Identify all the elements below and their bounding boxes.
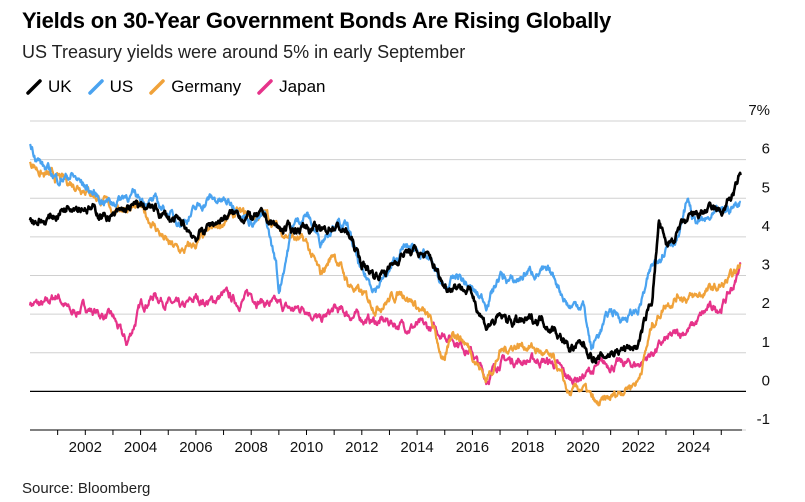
y-tick-label: 0 — [762, 372, 770, 389]
y-tick-label: 5 — [762, 179, 770, 196]
y-tick-label: 6 — [762, 141, 770, 158]
legend-label-uk: UK — [48, 77, 72, 96]
legend-item-japan: Japan — [257, 77, 326, 97]
legend-label-germany: Germany — [171, 77, 242, 96]
source-note: Source: Bloomberg — [22, 480, 151, 497]
y-tick-label: 3 — [762, 257, 770, 274]
legend-swatch-line-uk — [26, 79, 42, 95]
chart-subtitle: US Treasury yields were around 5% in ear… — [22, 42, 466, 62]
x-tick-label: 2014 — [400, 439, 433, 456]
legend-label-us: US — [109, 77, 134, 96]
legend-swatch-line-japan — [257, 79, 273, 95]
series-line-japan — [28, 262, 742, 386]
x-tick-label: 2012 — [345, 439, 378, 456]
x-tick-label: 2016 — [456, 439, 489, 456]
x-tick-label: 2006 — [179, 439, 212, 456]
x-tick-label: 2020 — [566, 439, 599, 456]
chart-title: Yields on 30-Year Government Bonds Are R… — [22, 8, 612, 33]
legend-item-germany: Germany — [149, 77, 241, 97]
x-tick-label: 2008 — [235, 439, 268, 456]
series-line-uk — [28, 171, 742, 365]
legend-swatch-us — [87, 79, 104, 95]
x-tick-label: 2024 — [677, 439, 710, 456]
y-tick-label: 1 — [762, 334, 770, 351]
legend-item-uk: UK — [26, 77, 72, 97]
y-tick-label: -1 — [757, 411, 770, 428]
y-tick-label: 2 — [762, 295, 770, 312]
legend-item-us: US — [87, 77, 134, 97]
legend-swatch-germany — [149, 79, 165, 95]
legend-swatch-uk — [26, 79, 42, 95]
line-chart: -1 0 1 2 3 4 5 6 7% 2002 2004 2006 2008 2010 2012 2014 2… — [28, 102, 770, 456]
y-tick-label: 4 — [762, 218, 770, 235]
x-tick-label: 2002 — [69, 439, 102, 456]
legend-swatch-line-germany — [149, 79, 165, 95]
series-line-germany — [28, 161, 742, 407]
y-tick-label: 7% — [748, 102, 770, 119]
x-tick-label: 2022 — [622, 439, 655, 456]
legend-swatch-line-us — [87, 79, 104, 95]
legend-swatch-japan — [257, 79, 273, 95]
x-tick-label: 2004 — [124, 439, 157, 456]
legend: UK US Germany Japan — [26, 77, 326, 97]
legend-label-japan: Japan — [279, 77, 326, 96]
x-tick-label: 2010 — [290, 439, 323, 456]
x-tick-label: 2018 — [511, 439, 544, 456]
